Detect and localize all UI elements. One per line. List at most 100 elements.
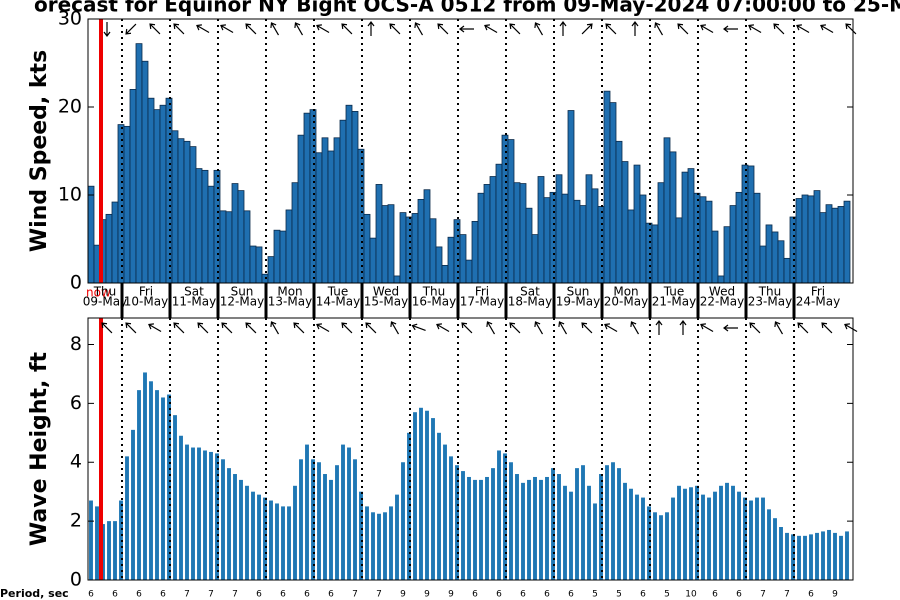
- bar: [771, 231, 779, 284]
- bar: [173, 415, 177, 580]
- direction-arrow: [723, 25, 738, 33]
- bar: [581, 465, 585, 580]
- bar: [141, 60, 149, 284]
- direction-arrow: [604, 323, 618, 333]
- bar: [513, 182, 521, 284]
- bar: [603, 90, 611, 284]
- bar: [231, 183, 239, 284]
- bar: [429, 218, 437, 284]
- bar: [711, 230, 719, 284]
- direction-arrow: [221, 322, 233, 334]
- bar: [747, 165, 755, 284]
- period-value: 7: [184, 590, 190, 600]
- bar: [465, 259, 473, 284]
- direction-arrow: [844, 323, 858, 333]
- bar: [311, 459, 315, 580]
- period-value: 6: [88, 590, 94, 600]
- bar: [273, 229, 281, 284]
- bar: [689, 487, 693, 580]
- bar: [641, 497, 645, 580]
- day-weekday: Thu: [758, 285, 782, 299]
- bar: [719, 485, 723, 580]
- period-value: 5: [616, 590, 622, 600]
- bar: [395, 494, 399, 580]
- period-value: 7: [352, 590, 358, 600]
- bar: [263, 497, 267, 580]
- bar: [467, 476, 471, 580]
- bar: [441, 264, 449, 284]
- bar: [821, 531, 825, 580]
- bar: [605, 465, 609, 580]
- bar: [309, 109, 317, 284]
- bar: [833, 532, 837, 580]
- day-date: 21-May: [652, 295, 696, 309]
- day-weekday: Thu: [93, 285, 117, 299]
- day-weekday: Fri: [475, 285, 489, 299]
- direction-arrow: [796, 24, 810, 34]
- bar: [195, 168, 203, 284]
- bar: [837, 206, 845, 284]
- direction-arrow: [631, 21, 639, 36]
- bar: [561, 193, 569, 284]
- direction-arrow: [774, 321, 784, 335]
- bar: [695, 485, 699, 580]
- bar: [483, 184, 491, 284]
- bar: [255, 246, 263, 284]
- bar: [147, 97, 155, 284]
- bar: [209, 451, 213, 580]
- bar: [495, 163, 503, 284]
- direction-arrow: [559, 21, 567, 36]
- bar: [201, 169, 209, 284]
- direction-arrow: [390, 321, 400, 335]
- day-date: 20-May: [604, 295, 648, 309]
- bar: [407, 432, 411, 580]
- bar: [827, 529, 831, 580]
- bar: [339, 119, 347, 284]
- bar: [425, 410, 429, 580]
- bar: [843, 200, 851, 284]
- bar: [185, 444, 189, 580]
- bar: [657, 182, 665, 284]
- y-tick-label: 30: [58, 8, 82, 30]
- bar: [635, 494, 639, 580]
- bar: [293, 485, 297, 580]
- bar: [705, 200, 713, 284]
- direction-arrow: [797, 322, 809, 334]
- bar: [813, 190, 821, 284]
- bar: [149, 381, 153, 580]
- bar: [515, 474, 519, 580]
- bar: [755, 497, 759, 580]
- bar: [405, 216, 413, 284]
- bar: [129, 89, 137, 284]
- direction-arrow: [101, 322, 113, 334]
- bar: [839, 535, 843, 580]
- direction-arrow: [723, 324, 738, 332]
- bar: [413, 412, 417, 580]
- bar: [699, 196, 707, 284]
- day-date: 13-May: [268, 295, 312, 309]
- direction-arrow: [558, 321, 568, 335]
- period-value: 10: [685, 590, 697, 600]
- direction-arrow: [294, 22, 304, 36]
- bar: [399, 212, 407, 284]
- bar: [423, 189, 431, 284]
- bar: [291, 182, 299, 284]
- day-date: 10-May: [124, 295, 168, 309]
- bar: [183, 140, 191, 284]
- plot-frame: [87, 18, 854, 284]
- direction-arrow: [341, 23, 353, 35]
- period-value: 6: [160, 590, 166, 600]
- bar: [387, 204, 395, 284]
- bar: [737, 491, 741, 580]
- bar: [197, 447, 201, 580]
- bar: [419, 407, 423, 580]
- direction-arrow: [220, 24, 234, 34]
- bar: [249, 245, 257, 284]
- bar: [389, 506, 393, 580]
- bar: [333, 137, 341, 284]
- period-value: 9: [832, 590, 838, 600]
- bar: [105, 213, 113, 284]
- bar: [687, 168, 695, 284]
- direction-arrow: [149, 23, 161, 35]
- bar: [567, 110, 575, 284]
